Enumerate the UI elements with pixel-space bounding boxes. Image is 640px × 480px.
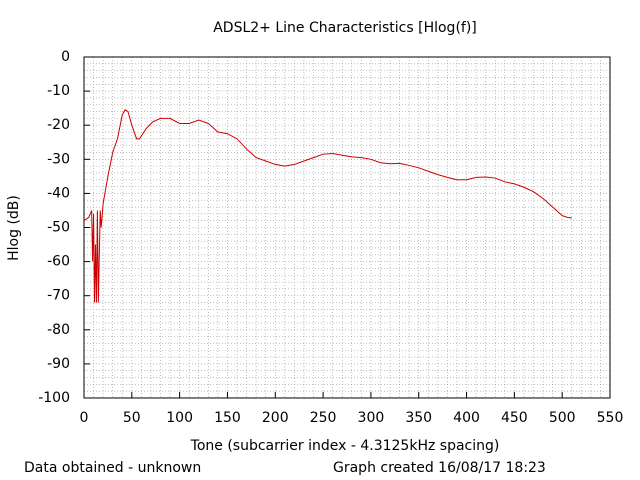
y-tick-label: -20 bbox=[47, 117, 70, 133]
footer-left: Data obtained - unknown bbox=[24, 460, 201, 476]
plot-frame bbox=[83, 56, 611, 399]
y-tick-label: -30 bbox=[47, 151, 70, 167]
x-tick-label: 350 bbox=[405, 410, 432, 426]
y-tick-label: -90 bbox=[47, 356, 70, 372]
x-tick-label: 150 bbox=[214, 410, 241, 426]
x-tick-label: 200 bbox=[262, 410, 289, 426]
y-tick-label: -10 bbox=[47, 83, 70, 99]
x-tick-label: 0 bbox=[80, 410, 89, 426]
y-tick-label: 0 bbox=[61, 49, 70, 65]
x-tick-label: 400 bbox=[453, 410, 480, 426]
x-tick-label: 250 bbox=[310, 410, 337, 426]
x-tick-label: 500 bbox=[549, 410, 576, 426]
y-tick-label: -50 bbox=[47, 220, 70, 236]
y-tick-label: -40 bbox=[47, 185, 70, 201]
chart-title: ADSL2+ Line Characteristics [Hlog(f)] bbox=[213, 20, 477, 36]
x-axis-label: Tone (subcarrier index - 4.3125kHz spaci… bbox=[190, 438, 500, 454]
y-tick-label: -100 bbox=[38, 390, 70, 406]
y-tick-label: -80 bbox=[47, 322, 70, 338]
data-line bbox=[83, 109, 572, 303]
x-tick-label: 300 bbox=[358, 410, 385, 426]
x-tick-label: 450 bbox=[501, 410, 528, 426]
x-tick-label: 100 bbox=[166, 410, 193, 426]
footer-right: Graph created 16/08/17 18:23 bbox=[333, 460, 546, 476]
x-tick-label: 550 bbox=[597, 410, 624, 426]
y-axis-label: Hlog (dB) bbox=[6, 195, 22, 261]
y-tick-label: -70 bbox=[47, 288, 70, 304]
x-tick-label: 50 bbox=[123, 410, 141, 426]
y-tick-label: -60 bbox=[47, 254, 70, 270]
